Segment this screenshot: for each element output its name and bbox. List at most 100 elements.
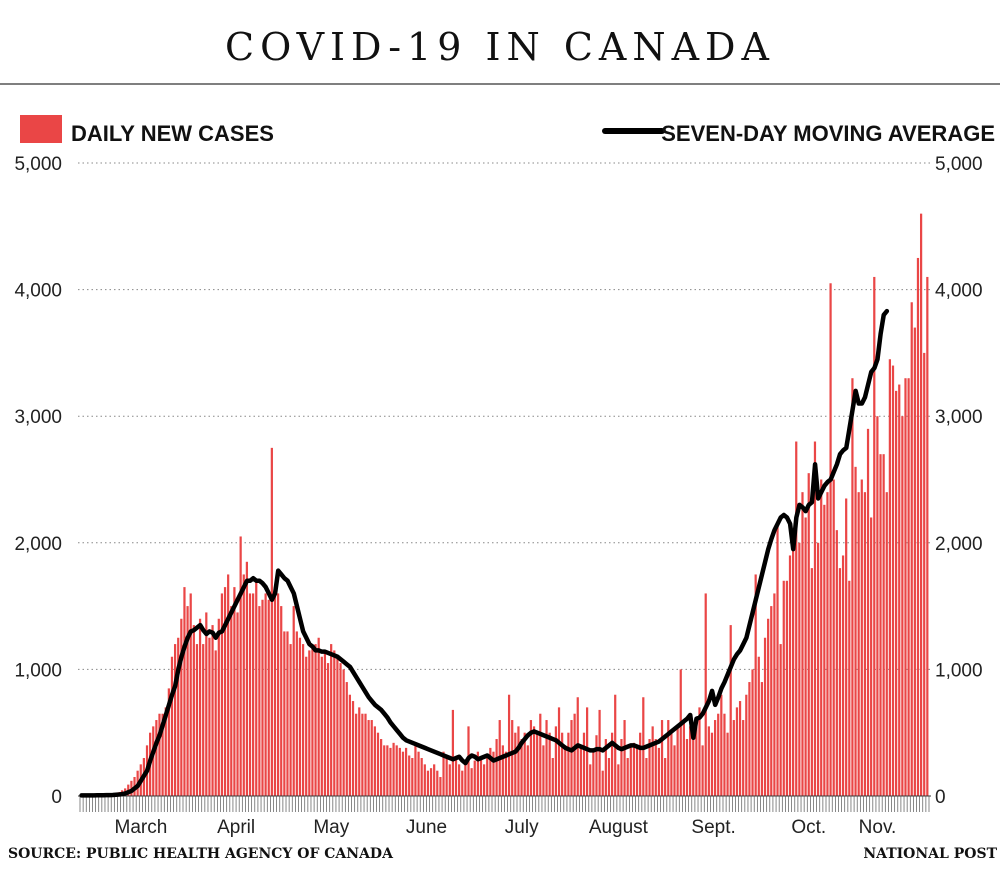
month-label: Oct. xyxy=(791,817,826,838)
source-note: SOURCE: PUBLIC HEALTH AGENCY OF CANADA xyxy=(8,846,394,862)
y-tick-label-left: 5,000 xyxy=(14,154,62,175)
daily-cases-bar xyxy=(423,764,426,796)
daily-cases-bar xyxy=(654,739,657,796)
daily-cases-bar xyxy=(813,441,817,796)
daily-cases-bar xyxy=(392,742,395,796)
daily-cases-bar xyxy=(470,768,473,796)
daily-cases-bar xyxy=(152,726,155,796)
y-tick-label-right: 2,000 xyxy=(935,534,983,555)
daily-cases-bar xyxy=(841,555,845,796)
daily-cases-bar xyxy=(507,694,511,796)
daily-cases-bar xyxy=(760,682,764,796)
daily-cases-bar xyxy=(798,542,801,796)
daily-cases-bar xyxy=(239,536,242,796)
daily-cases-bar xyxy=(479,758,483,796)
daily-cases-bar xyxy=(426,770,430,796)
daily-cases-bar xyxy=(476,751,479,796)
daily-cases-bar xyxy=(376,732,380,796)
daily-cases-bar xyxy=(620,739,623,796)
daily-cases-bar xyxy=(854,466,857,796)
daily-cases-bar xyxy=(183,587,186,796)
daily-cases-bar xyxy=(851,378,854,796)
daily-cases-bar xyxy=(202,644,205,796)
daily-cases-bar xyxy=(598,709,601,796)
daily-cases-bar xyxy=(483,764,486,796)
daily-cases-bar xyxy=(673,745,676,796)
daily-cases-bar xyxy=(264,593,267,796)
daily-cases-bar xyxy=(551,758,554,796)
daily-cases-bar xyxy=(461,770,464,796)
daily-cases-bar xyxy=(879,454,882,796)
daily-cases-bar xyxy=(876,416,879,796)
daily-cases-bar xyxy=(607,758,611,796)
daily-cases-bar xyxy=(923,352,926,796)
daily-cases-bar xyxy=(380,739,383,796)
daily-cases-bar xyxy=(732,720,735,796)
daily-cases-bar xyxy=(729,625,732,796)
daily-cases-bar xyxy=(320,656,323,796)
y-axis-left: 0 1,000 2,000 3,000 4,000 5,000 xyxy=(14,154,62,808)
daily-cases-bar xyxy=(517,726,520,796)
y-tick-label-left: 4,000 xyxy=(14,281,62,302)
daily-cases-bar xyxy=(629,745,632,796)
daily-cases-bar xyxy=(367,720,370,796)
daily-cases-bar xyxy=(186,606,189,796)
daily-cases-bar xyxy=(248,593,252,796)
daily-cases-bar xyxy=(395,745,398,796)
daily-cases-bar xyxy=(223,587,227,796)
daily-cases-bar xyxy=(610,732,614,796)
daily-cases-bar xyxy=(664,758,667,796)
daily-cases-bar xyxy=(742,720,745,796)
daily-cases-bar xyxy=(155,720,158,796)
daily-cases-bar xyxy=(713,720,717,796)
bars-series xyxy=(80,213,929,796)
daily-cases-bar xyxy=(660,720,664,796)
daily-cases-bar xyxy=(158,713,161,796)
daily-cases-bar xyxy=(645,758,648,796)
daily-cases-bar xyxy=(170,656,174,796)
daily-cases-bar xyxy=(667,720,670,796)
daily-cases-bar xyxy=(776,521,779,796)
daily-cases-bar xyxy=(657,747,661,796)
daily-cases-bar xyxy=(217,618,220,796)
daily-cases-bar xyxy=(345,682,348,796)
daily-cases-bar xyxy=(586,707,589,796)
daily-cases-bar xyxy=(757,656,760,796)
y-tick-label-right: 3,000 xyxy=(935,407,983,428)
daily-cases-bar xyxy=(707,726,710,796)
daily-cases-bar xyxy=(339,663,342,796)
daily-cases-bar xyxy=(301,644,305,796)
daily-cases-bar xyxy=(255,580,258,796)
daily-cases-bar xyxy=(351,701,355,796)
daily-cases-bar xyxy=(445,758,448,796)
daily-cases-bar xyxy=(180,618,183,796)
daily-cases-bar xyxy=(632,742,636,796)
daily-cases-bar xyxy=(408,755,411,796)
daily-cases-bar xyxy=(189,593,192,796)
daily-cases-bar xyxy=(682,720,685,796)
daily-cases-bar xyxy=(504,751,508,796)
daily-cases-bar xyxy=(623,720,626,796)
publisher-credit: NATIONAL POST xyxy=(863,846,997,862)
y-tick-label-right: 0 xyxy=(935,787,946,808)
daily-cases-bar xyxy=(670,732,673,796)
daily-cases-bar xyxy=(554,726,558,796)
daily-cases-bar xyxy=(564,745,567,796)
daily-cases-bar xyxy=(895,390,898,796)
daily-cases-bar xyxy=(779,644,782,796)
daily-cases-bar xyxy=(173,644,177,796)
daily-cases-bar xyxy=(536,732,539,796)
daily-cases-bar xyxy=(420,758,423,796)
daily-cases-bar xyxy=(635,747,639,796)
daily-cases-bar xyxy=(826,492,829,796)
daily-cases-bar xyxy=(361,713,364,796)
daily-cases-bar xyxy=(333,650,336,796)
daily-cases-bar xyxy=(370,720,373,796)
daily-cases-bar xyxy=(401,751,405,796)
daily-cases-bar xyxy=(582,732,586,796)
daily-cases-bar xyxy=(866,428,870,796)
daily-cases-bar xyxy=(763,637,767,796)
daily-cases-bar xyxy=(267,599,270,796)
month-label: May xyxy=(313,817,349,838)
daily-cases-bar xyxy=(236,612,239,796)
